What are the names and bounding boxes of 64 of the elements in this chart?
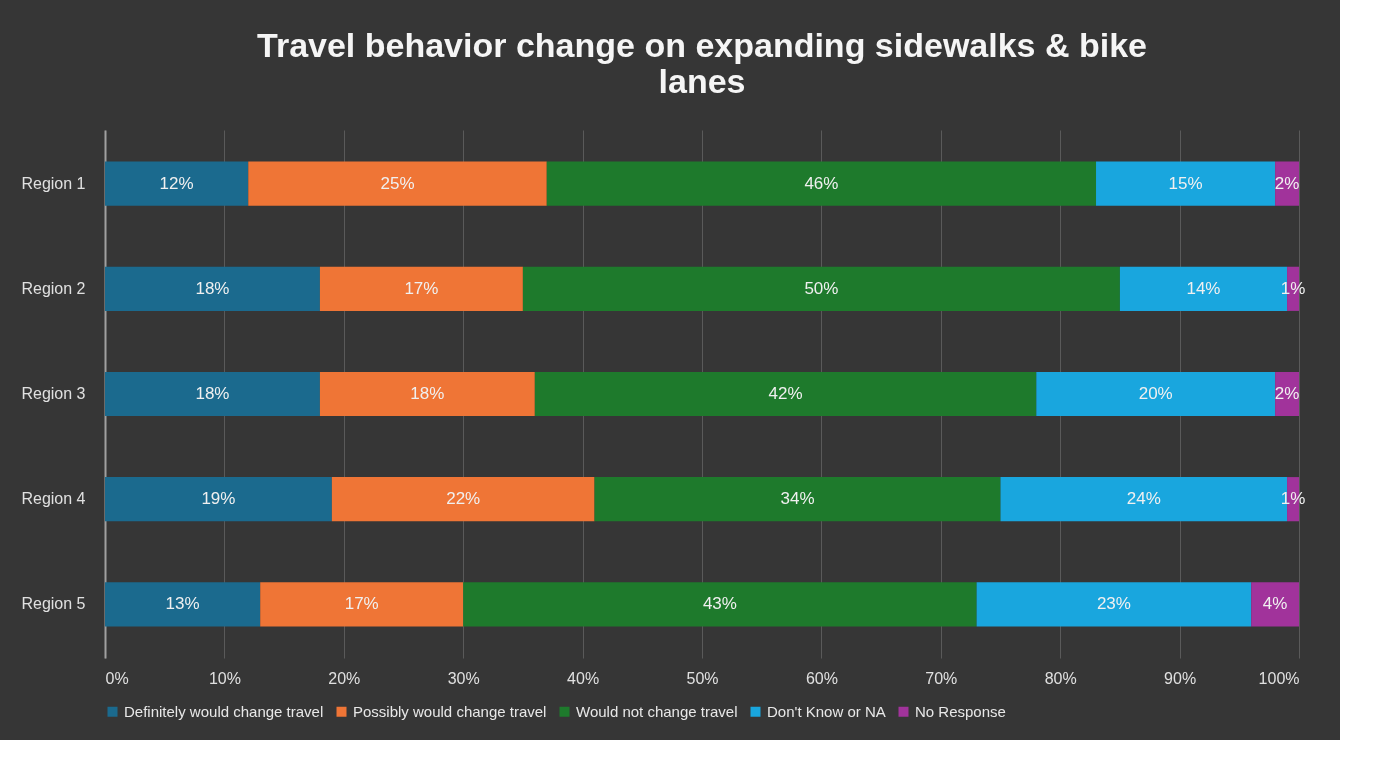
bar [594, 477, 1001, 522]
data-label: 18% [195, 384, 230, 403]
data-label: 25% [380, 173, 415, 193]
legend-label: Definitely would change travel [124, 702, 324, 720]
bar [976, 582, 1252, 627]
data-label: 15% [1168, 173, 1203, 193]
bar [248, 161, 547, 206]
x-tick-label: 20% [328, 669, 361, 687]
legend-label: Don't Know or NA [767, 702, 886, 720]
data-label: 50% [804, 278, 839, 298]
bar [1096, 161, 1276, 206]
bar [522, 266, 1120, 311]
x-tick-label: 90% [1164, 669, 1197, 687]
data-label: 19% [201, 489, 236, 509]
data-label: 42% [768, 384, 803, 403]
bar [1251, 582, 1299, 627]
bar [331, 477, 595, 522]
data-label: 18% [410, 384, 445, 403]
bar [105, 477, 332, 522]
legend-label: Would not change travel [576, 702, 738, 720]
y-tick-label: Region 3 [21, 385, 86, 402]
x-tick-label: 50% [686, 669, 719, 687]
bar [105, 582, 261, 627]
data-label: 2% [1274, 173, 1300, 193]
bar [319, 371, 535, 417]
bar [546, 161, 1097, 206]
data-label: 22% [446, 489, 481, 509]
data-label: 20% [1138, 384, 1173, 403]
y-tick-label: Region 4 [21, 490, 86, 508]
x-tick-label: 70% [925, 669, 958, 687]
x-tick-label: 80% [1044, 669, 1077, 687]
data-label: 43% [702, 594, 737, 614]
x-tick-label: 0% [105, 669, 129, 687]
data-label: 2% [1274, 384, 1300, 403]
data-label: 46% [804, 173, 839, 193]
bar [105, 371, 320, 417]
bar [534, 371, 1037, 417]
data-label: 17% [404, 278, 439, 298]
data-label: 14% [1186, 278, 1221, 298]
bar [105, 161, 249, 206]
bar [463, 582, 977, 627]
data-label: 18% [195, 278, 230, 298]
x-tick-label: 10% [208, 669, 241, 687]
data-label: 23% [1096, 594, 1131, 614]
bar [1036, 371, 1276, 417]
data-label: 4% [1262, 594, 1288, 614]
bar [105, 266, 320, 311]
data-label: 13% [165, 594, 200, 614]
data-label: 17% [344, 594, 379, 614]
legend-label: Possibly would change travel [353, 702, 547, 720]
x-tick-label: 30% [447, 669, 480, 687]
bar [319, 266, 523, 311]
y-tick-label: Region 2 [21, 279, 86, 297]
bar [260, 582, 464, 627]
x-tick-label: 40% [567, 669, 600, 687]
data-label: 24% [1126, 489, 1161, 509]
x-tick-label: 60% [805, 669, 838, 687]
data-label: 12% [159, 173, 194, 193]
x-tick-label: 100% [1258, 669, 1300, 687]
data-label: 34% [780, 489, 815, 509]
legend-label: No Response [915, 702, 1006, 720]
chart-title: Travel behavior change on expanding sidewalks & bike lanes [257, 26, 1147, 100]
y-tick-label: Region 1 [21, 174, 86, 192]
y-tick-label: Region 5 [21, 595, 86, 613]
